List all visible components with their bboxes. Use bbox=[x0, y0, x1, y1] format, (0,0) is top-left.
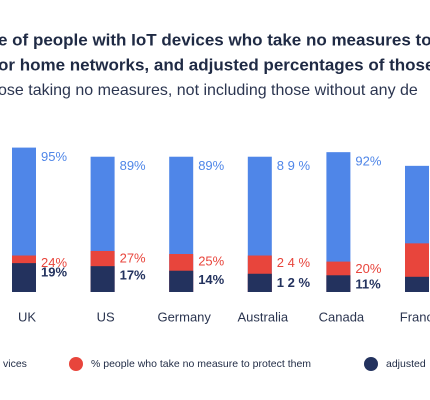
x-tick-label: Germany bbox=[157, 309, 211, 324]
value-label: 27% bbox=[120, 250, 146, 265]
value-label: 92% bbox=[355, 154, 381, 169]
value-label: 2 4 % bbox=[277, 255, 311, 270]
legend-label: vices bbox=[3, 358, 27, 370]
x-tick-label: France bbox=[400, 309, 430, 324]
value-label: 14% bbox=[198, 272, 224, 287]
value-label: 25% bbox=[198, 253, 224, 268]
bar bbox=[90, 266, 115, 292]
chart-title: or home networks, and adjusted percentag… bbox=[0, 55, 430, 74]
bar bbox=[405, 276, 429, 292]
value-label: 20% bbox=[355, 261, 381, 276]
value-label: 19% bbox=[41, 265, 67, 280]
value-label: 89% bbox=[120, 158, 146, 173]
bar bbox=[12, 263, 36, 292]
chart-title: e of people with IoT devices who take no… bbox=[0, 30, 430, 49]
bar bbox=[326, 275, 351, 292]
value-label: 1 2 % bbox=[277, 275, 311, 290]
legend-marker bbox=[364, 357, 378, 371]
x-tick-label: Australia bbox=[238, 309, 289, 324]
legend-label: adjusted bbox=[386, 358, 426, 370]
legend-marker bbox=[69, 357, 83, 371]
chart-subtitle: ose taking no measures, not including th… bbox=[0, 82, 418, 99]
value-label: 17% bbox=[120, 268, 146, 283]
bar bbox=[169, 270, 194, 292]
x-tick-label: US bbox=[97, 309, 115, 324]
value-label: 95% bbox=[41, 149, 67, 164]
x-tick-label: Canada bbox=[319, 309, 365, 324]
value-label: 11% bbox=[355, 277, 381, 292]
bar bbox=[247, 273, 272, 292]
value-label: 24% bbox=[41, 255, 67, 270]
value-label: 8 9 % bbox=[277, 158, 311, 173]
x-tick-label: UK bbox=[18, 309, 36, 324]
legend-label: % people who take no measure to protect … bbox=[91, 358, 311, 370]
value-label: 89% bbox=[198, 158, 224, 173]
